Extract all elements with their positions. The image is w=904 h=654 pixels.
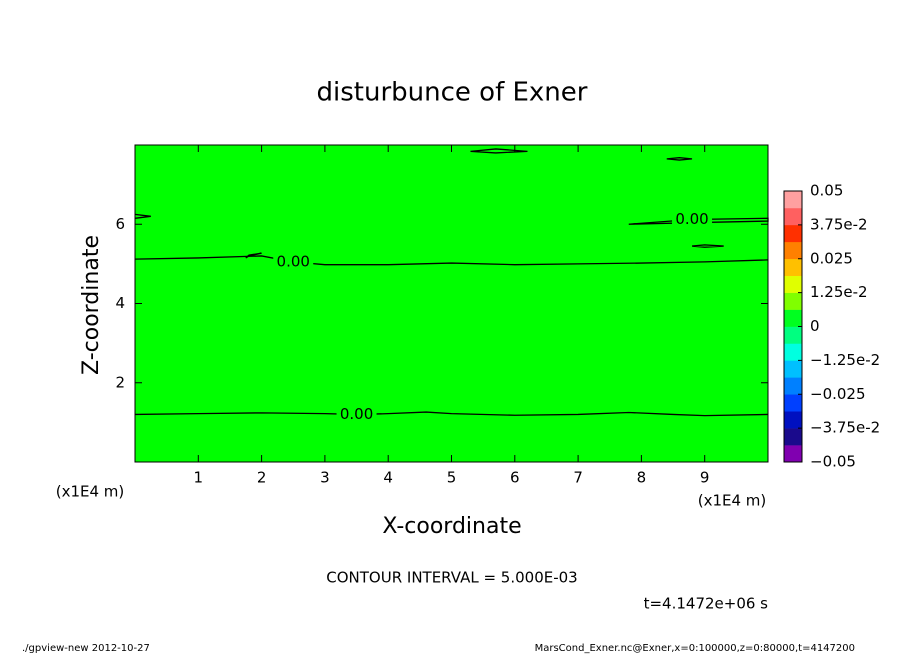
contour-label-bg — [336, 406, 377, 423]
colorbar-segment — [784, 224, 802, 243]
footer: MarsCond_Exner.nc@Exner,x=0:100000,z=0:8… — [535, 643, 855, 654]
x-tick-label: 7 — [573, 469, 583, 487]
colorbar-segment — [784, 326, 802, 344]
x-tick-label: 3 — [320, 469, 330, 487]
contour-interval: CONTOUR INTERVAL = 5.000E-03 — [326, 569, 577, 587]
colorbar-segment — [784, 428, 802, 446]
colorbar-tick-label: 0.05 — [810, 182, 843, 200]
x-tick-label: 5 — [447, 469, 457, 487]
x-tick-label: 2 — [257, 469, 267, 487]
y-tick-label: 6 — [115, 215, 125, 233]
contour-line — [245, 252, 262, 259]
colorbar-tick-label: 0.025 — [810, 249, 853, 267]
colorbar-segment — [784, 241, 802, 260]
x-unit: (x1E4 m) — [698, 492, 767, 510]
colorbar-segment — [784, 292, 802, 310]
colorbar-segment — [784, 191, 802, 209]
colorbar-tick-label: −0.05 — [810, 453, 856, 471]
x-tick-label: 4 — [383, 469, 393, 487]
y-tick-label: 2 — [115, 373, 125, 391]
chart-title: disturbunce of Exner — [317, 78, 588, 108]
time-label: t=4.1472e+06 s — [644, 595, 769, 613]
colorbar-segment — [784, 394, 802, 412]
colorbar-segment — [784, 258, 802, 276]
colorbar-tick-label: 1.25e-2 — [810, 283, 868, 301]
contour-line — [134, 411, 769, 417]
contour-line — [470, 148, 528, 154]
plot-fill — [135, 145, 768, 462]
x-tick-label: 6 — [510, 469, 520, 487]
colorbar-tick-label: 3.75e-2 — [810, 215, 868, 233]
contour-label: 0.00 — [340, 405, 373, 423]
contour-line — [134, 255, 769, 266]
x-axis-label: X-coordinate — [382, 514, 521, 539]
colorbar-tick-label: 0 — [810, 317, 820, 335]
contour-line — [691, 244, 724, 248]
footer: ./gpview-new 2012-10-27 — [22, 643, 150, 654]
colorbar-tick-label: −1.25e-2 — [810, 351, 880, 369]
x-unit: (x1E4 m) — [56, 483, 125, 501]
y-axis-label: Z-coordinate — [79, 235, 104, 375]
colorbar-segment — [784, 309, 802, 327]
colorbar-segment — [784, 275, 802, 293]
colorbar-tick-label: −0.025 — [810, 385, 866, 403]
colorbar-tick-label: −3.75e-2 — [810, 419, 880, 437]
contour-label: 0.00 — [277, 252, 310, 270]
x-tick-label: 9 — [700, 469, 710, 487]
contour-label: 0.00 — [675, 210, 708, 228]
colorbar-segment — [784, 360, 802, 378]
colorbar-segment — [784, 411, 802, 429]
colorbar-segment — [784, 207, 802, 226]
colorbar-segment — [784, 343, 802, 361]
contour-label-bg — [273, 253, 314, 270]
colorbar-segment — [784, 377, 802, 395]
colorbar-segment — [784, 445, 802, 463]
contour-line — [134, 213, 151, 219]
contour-line — [666, 157, 693, 161]
contour-label-bg — [672, 211, 713, 228]
x-tick-label: 1 — [194, 469, 204, 487]
y-tick-label: 4 — [115, 294, 125, 312]
x-tick-label: 8 — [637, 469, 647, 487]
